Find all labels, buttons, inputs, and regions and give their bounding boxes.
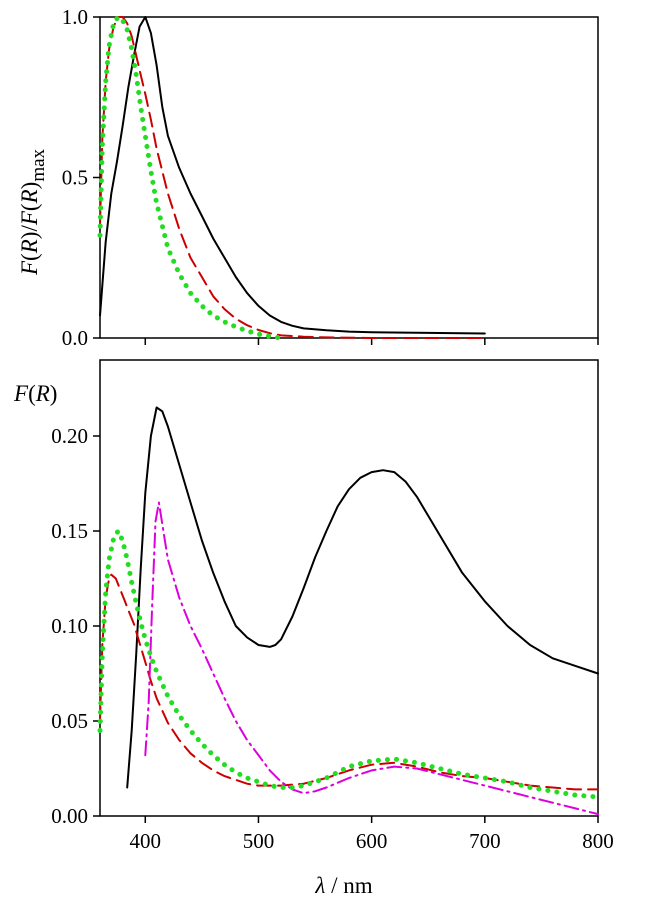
series-line-dashdot bbox=[144, 501, 599, 816]
y-tick-label: 0.00 bbox=[51, 804, 88, 828]
x-tick-label: 600 bbox=[356, 829, 388, 853]
x-tick-label: 400 bbox=[130, 829, 162, 853]
bottom-panel: 0.00 0.05 0.10 0.15 0.20 400 500 600 700 800 F(R)… bbox=[13, 359, 614, 898]
x-tick-label: 800 bbox=[582, 829, 614, 853]
bottom-y-axis-label: F(R) bbox=[13, 381, 57, 406]
series-line-dashed bbox=[99, 573, 599, 791]
x-tick-label: 500 bbox=[243, 829, 275, 853]
y-tick-label: 0.5 bbox=[62, 166, 88, 190]
top-series-group bbox=[97, 14, 486, 341]
bottom-ticks: 0.00 0.05 0.10 0.15 0.20 400 500 600 700 800 bbox=[51, 424, 614, 853]
x-tick-label: 700 bbox=[469, 829, 501, 853]
series-line-dotted bbox=[97, 528, 601, 800]
y-tick-label: 0.15 bbox=[51, 519, 88, 543]
y-tick-label: 1.0 bbox=[62, 5, 88, 29]
bottom-series-group bbox=[97, 406, 601, 816]
series-line-solid bbox=[99, 16, 486, 335]
top-plot-frame bbox=[99, 16, 599, 339]
series-line-dashed bbox=[99, 16, 486, 339]
top-y-axis-label: F(R)/F(R)max bbox=[17, 148, 49, 276]
bottom-plot-frame bbox=[99, 359, 599, 817]
y-tick-label: 0.0 bbox=[62, 326, 88, 350]
y-tick-label: 0.10 bbox=[51, 614, 88, 638]
series-line-dotted bbox=[97, 14, 284, 341]
top-panel: 0.0 0.5 1.0 F(R)/F(R)max bbox=[17, 5, 599, 350]
series-line-solid bbox=[126, 406, 599, 789]
y-tick-label: 0.05 bbox=[51, 709, 88, 733]
top-ticks: 0.0 0.5 1.0 bbox=[62, 5, 599, 350]
x-axis-label: λ / nm bbox=[314, 873, 372, 898]
y-tick-label: 0.20 bbox=[51, 424, 88, 448]
